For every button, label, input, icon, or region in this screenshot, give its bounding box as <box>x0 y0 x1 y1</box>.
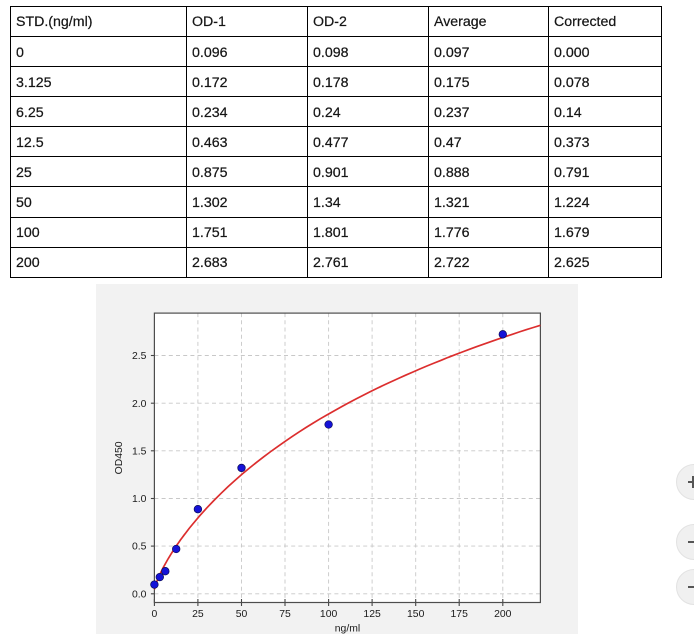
svg-text:175: 175 <box>451 609 469 620</box>
svg-text:125: 125 <box>363 609 381 620</box>
svg-text:2.0: 2.0 <box>132 399 147 410</box>
svg-text:2.5: 2.5 <box>132 351 147 362</box>
svg-text:OD450: OD450 <box>114 441 125 474</box>
svg-text:0: 0 <box>152 609 158 620</box>
svg-text:100: 100 <box>320 609 338 620</box>
svg-text:75: 75 <box>279 609 291 620</box>
svg-text:50: 50 <box>236 609 248 620</box>
svg-text:1.0: 1.0 <box>132 494 147 505</box>
svg-text:0.0: 0.0 <box>132 589 147 600</box>
svg-text:ng/ml: ng/ml <box>335 624 360 635</box>
svg-text:0.5: 0.5 <box>132 542 147 553</box>
svg-text:200: 200 <box>494 609 512 620</box>
svg-text:150: 150 <box>407 609 425 620</box>
svg-text:25: 25 <box>192 609 204 620</box>
svg-text:1.5: 1.5 <box>132 446 147 457</box>
